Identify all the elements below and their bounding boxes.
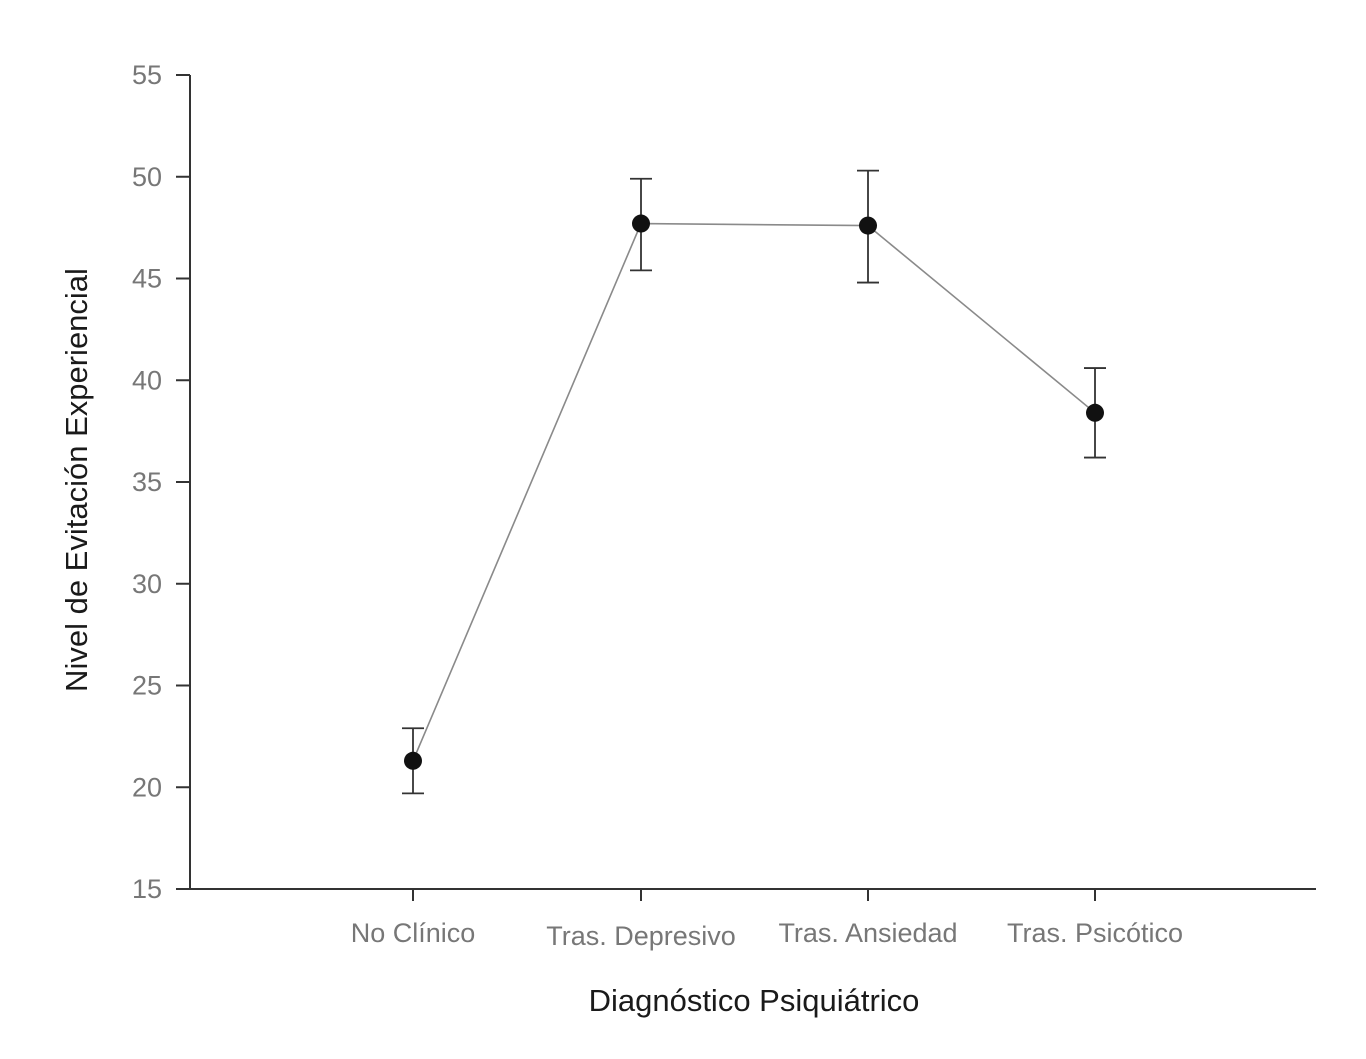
y-tick-label: 55 (132, 60, 162, 90)
data-point (632, 214, 650, 233)
series (402, 169, 1106, 795)
data-point (1086, 403, 1104, 422)
axes (189, 75, 1316, 890)
x-tick-label: No Clínico (351, 918, 476, 948)
y-tick-label: 40 (132, 365, 162, 395)
x-ticks: No Clínico Tras. Depresivo Tras. Ansiedad T… (351, 889, 1183, 951)
x-tick-label: Tras. Depresivo (546, 921, 736, 951)
y-ticks: 15 20 25 30 35 40 45 50 55 (132, 60, 190, 904)
y-tick-label: 30 (132, 569, 162, 599)
y-tick-label: 45 (132, 264, 162, 294)
x-tick-label: Tras. Psicótico (1007, 918, 1183, 948)
data-point (404, 751, 422, 770)
x-axis-title: Diagnóstico Psiquiátrico (589, 983, 920, 1018)
x-tick-label: Tras. Ansiedad (778, 918, 957, 948)
data-point (859, 216, 877, 235)
y-tick-label: 50 (132, 162, 162, 192)
series-line (412, 222, 1096, 762)
y-axis-title: Nivel de Evitación Experiencial (59, 268, 94, 692)
y-tick-label: 20 (132, 772, 162, 802)
y-tick-label: 35 (132, 467, 162, 497)
y-tick-label: 15 (132, 874, 162, 904)
y-tick-label: 25 (132, 671, 162, 701)
